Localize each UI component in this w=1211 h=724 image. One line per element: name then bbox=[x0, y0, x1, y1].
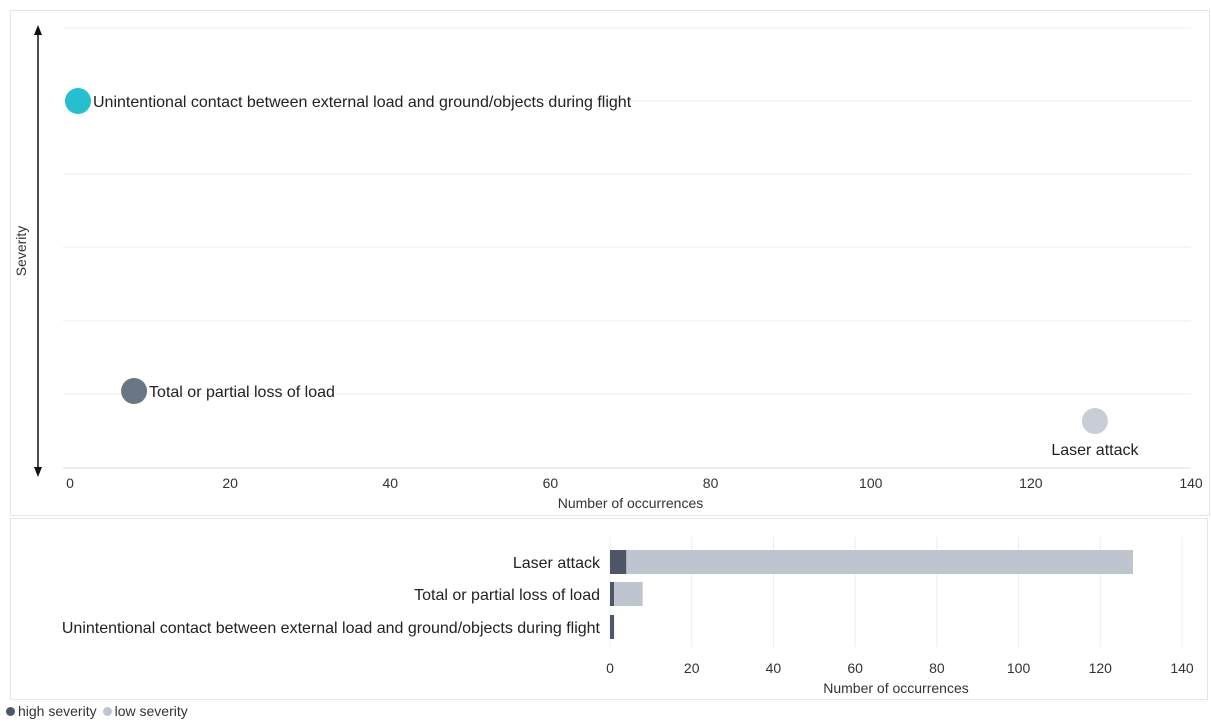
data-point bbox=[121, 378, 148, 404]
data-point bbox=[1081, 408, 1108, 434]
x-tick-label: 80 bbox=[703, 475, 719, 491]
bar-segment bbox=[614, 582, 643, 606]
arrow-up-icon bbox=[34, 25, 42, 35]
bar-segment bbox=[610, 582, 615, 606]
x-tick-label: 120 bbox=[1089, 660, 1113, 676]
legend-label: high severity bbox=[18, 703, 97, 719]
legend-label: low severity bbox=[114, 703, 188, 719]
data-point bbox=[65, 88, 92, 114]
x-tick-label: 20 bbox=[222, 475, 238, 491]
x-tick-label: 120 bbox=[1019, 475, 1043, 491]
severity-scatter-panel: Severity 0 20 40 60 80 100 120 140 Number of occu… bbox=[10, 10, 1210, 516]
category-label: Unintentional contact between external l… bbox=[62, 620, 601, 637]
x-tick-label: 100 bbox=[859, 475, 883, 491]
x-tick-label: 60 bbox=[847, 660, 863, 676]
legend-item-low-severity[interactable]: low severity bbox=[102, 703, 188, 719]
data-point-label: Total or partial loss of load bbox=[149, 384, 335, 401]
x-tick-label: 40 bbox=[766, 660, 782, 676]
category-label: Total or partial loss of load bbox=[414, 587, 600, 604]
occurrences-bar-panel: 0 20 40 60 80 100 120 140 Number of occurrences L… bbox=[10, 518, 1208, 700]
x-tick-label: 100 bbox=[1007, 660, 1031, 676]
arrow-down-icon bbox=[34, 467, 42, 477]
x-axis-title: Number of occurrences bbox=[558, 495, 704, 511]
legend-marker-icon bbox=[102, 706, 112, 716]
bar-segment bbox=[610, 615, 615, 639]
legend: high severity low severity bbox=[6, 703, 188, 719]
x-tick-label: 60 bbox=[543, 475, 559, 491]
data-point-label: Laser attack bbox=[1051, 442, 1139, 459]
x-tick-label: 140 bbox=[1179, 475, 1203, 491]
bar-segment bbox=[610, 550, 627, 574]
data-point-label: Unintentional contact between external l… bbox=[93, 94, 632, 111]
y-axis-title: Severity bbox=[13, 226, 29, 277]
category-label: Laser attack bbox=[513, 555, 601, 572]
x-tick-label: 0 bbox=[606, 660, 614, 676]
bar-segment bbox=[626, 550, 1133, 574]
x-tick-label: 140 bbox=[1170, 660, 1194, 676]
legend-item-high-severity[interactable]: high severity bbox=[6, 703, 97, 719]
severity-scatter-chart: Severity 0 20 40 60 80 100 120 140 Number of occu… bbox=[13, 25, 1203, 511]
occurrences-bar-chart: 0 20 40 60 80 100 120 140 Number of occurrences L… bbox=[62, 537, 1194, 696]
x-tick-label: 40 bbox=[382, 475, 398, 491]
x-axis-title: Number of occurrences bbox=[823, 680, 969, 696]
legend-marker-icon bbox=[6, 706, 15, 716]
x-tick-label: 20 bbox=[684, 660, 700, 676]
x-tick-label: 0 bbox=[66, 475, 74, 491]
x-tick-label: 80 bbox=[929, 660, 945, 676]
